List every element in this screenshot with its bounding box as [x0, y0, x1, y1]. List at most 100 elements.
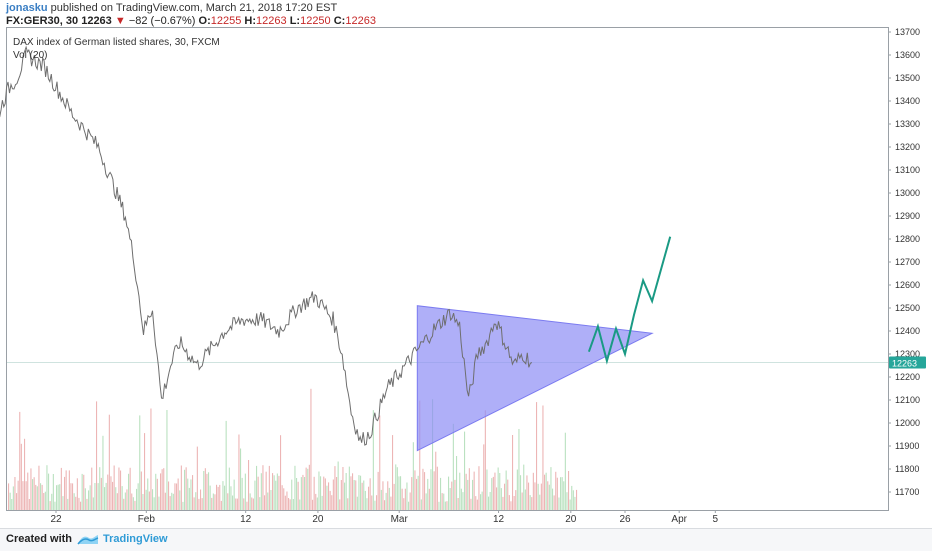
volume-bar: [288, 498, 290, 510]
volume-bar: [497, 467, 499, 510]
x-axis-tick-label: Mar: [391, 514, 409, 525]
volume-bar: [563, 481, 565, 510]
volume-bar: [134, 500, 136, 510]
y-axis-tick-label: 11800: [895, 464, 919, 474]
volume-bar: [326, 485, 328, 510]
volume-bar: [142, 494, 144, 510]
volume-bar: [284, 495, 286, 510]
volume-bar: [9, 492, 11, 510]
volume-bar: [518, 429, 520, 510]
volume-bar: [30, 468, 32, 510]
volume-bar: [24, 438, 26, 510]
volume-bar: [238, 434, 240, 510]
chart-legend-title: DAX index of German listed shares, 30, F…: [13, 37, 220, 48]
author-link[interactable]: jonasku: [6, 2, 48, 14]
volume-bar: [430, 469, 432, 510]
volume-bar: [153, 497, 155, 510]
open-value: 12255: [210, 15, 242, 27]
y-axis-tick-label: 11900: [895, 441, 919, 451]
volume-bar: [193, 497, 195, 510]
volume-bar: [390, 496, 392, 510]
volume-bar: [428, 488, 430, 510]
volume-bar: [68, 470, 70, 510]
volume-bar: [86, 498, 88, 510]
y-axis-tick-label: 13100: [895, 165, 920, 175]
volume-bar: [57, 484, 59, 510]
volume-bar: [427, 478, 429, 510]
volume-bar: [340, 480, 342, 510]
volume-bar: [459, 472, 461, 510]
volume-bar: [20, 443, 22, 510]
volume-bar: [211, 497, 213, 510]
volume-bar: [233, 479, 235, 510]
volume-bar: [462, 492, 464, 510]
volume-bar: [104, 487, 106, 510]
volume-bar: [49, 501, 51, 510]
volume-bar: [408, 501, 410, 510]
volume-bar: [433, 471, 435, 510]
volume-bar: [152, 489, 154, 510]
volume-bar: [264, 495, 266, 510]
down-triangle-icon: ▼: [114, 15, 126, 27]
y-axis-tick-label: 12700: [895, 257, 920, 267]
volume-bar: [377, 471, 379, 510]
volume-bar: [12, 486, 14, 510]
price-chart[interactable]: 11700 11800 11900 12000 12100 12200 12300 12400…: [0, 0, 932, 528]
volume-bar: [65, 470, 67, 510]
volume-bar: [124, 492, 126, 510]
y-axis-tick-label: 13400: [895, 96, 920, 106]
volume-bar: [475, 496, 477, 510]
volume-bar: [67, 498, 69, 510]
volume-bar: [360, 475, 362, 510]
tradingview-brand[interactable]: TradingView: [103, 533, 168, 545]
volume-bar: [214, 494, 216, 510]
volume-bar: [33, 477, 35, 510]
volume-bar: [356, 496, 358, 510]
volume-bar: [136, 488, 138, 510]
volume-bar: [473, 471, 475, 510]
volume-bar: [294, 465, 296, 510]
volume-bar: [51, 493, 53, 510]
volume-bar: [460, 488, 462, 510]
volume-bar: [382, 481, 384, 510]
volume-bar: [22, 481, 24, 510]
volume-bar: [409, 492, 411, 510]
volume-bar: [488, 496, 490, 510]
volume-bar: [548, 484, 550, 510]
volume-bar: [323, 476, 325, 510]
volume-bar: [92, 497, 94, 510]
volume-bar: [48, 473, 50, 510]
volume-bar: [182, 501, 184, 510]
close-value: 12263: [345, 15, 376, 27]
volume-bar: [550, 467, 552, 510]
volume-bar: [41, 484, 43, 510]
volume-bar: [107, 474, 109, 510]
volume-bar: [265, 471, 267, 510]
volume-bar: [232, 495, 234, 510]
volume-bar: [342, 467, 344, 510]
volume-bar: [361, 482, 363, 510]
x-axis-tick-label: 22: [50, 514, 62, 525]
volume-bar: [560, 477, 562, 510]
volume-bar: [220, 500, 222, 510]
volume-bar: [163, 468, 165, 510]
last-price-badge: [889, 356, 926, 369]
volume-bar: [25, 481, 27, 510]
volume-bar: [315, 493, 317, 510]
volume-bar: [483, 444, 485, 510]
publication-info: published on TradingView.com, March 21, …: [50, 2, 338, 14]
chart-pane[interactable]: [6, 27, 889, 511]
volume-bar: [510, 501, 512, 510]
volume-bar: [230, 486, 232, 510]
volume-bar: [14, 477, 16, 510]
footer-bar: Created with TradingView: [0, 528, 932, 551]
volume-bar: [321, 495, 323, 510]
volume-bar: [464, 431, 466, 510]
publication-line: jonasku published on TradingView.com, Ma…: [6, 2, 337, 14]
volume-bar: [363, 480, 365, 510]
volume-bar: [571, 485, 573, 510]
volume-bar: [275, 480, 277, 510]
volume-bar: [273, 475, 275, 510]
volume-bar: [278, 475, 280, 510]
volume-bar: [384, 500, 386, 510]
